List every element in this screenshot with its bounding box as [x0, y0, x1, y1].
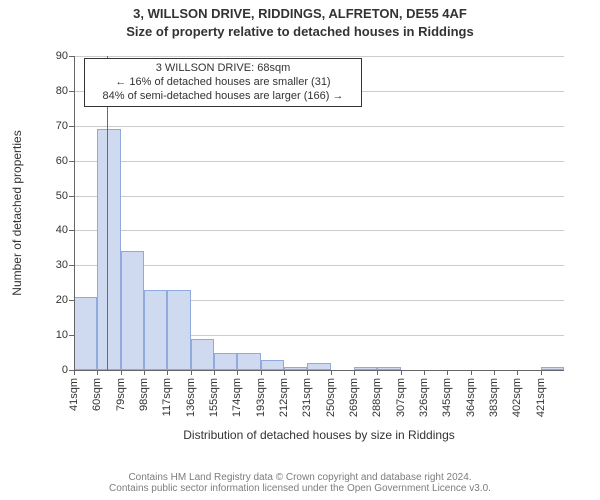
histogram-bar [261, 360, 284, 370]
x-tick-label: 307sqm [395, 378, 407, 417]
annotation-line-2: ← 16% of detached houses are smaller (31… [91, 76, 355, 90]
x-tick-label: 117sqm [161, 378, 173, 416]
x-axis-title: Distribution of detached houses by size … [74, 428, 564, 442]
histogram-bar [74, 297, 97, 370]
histogram-bar [307, 363, 330, 370]
grid-line [74, 161, 564, 162]
x-tick-label: 98sqm [138, 378, 150, 411]
x-tick-label: 288sqm [371, 378, 383, 417]
histogram-bar [167, 290, 190, 370]
title-line-2: Size of property relative to detached ho… [0, 24, 600, 39]
x-tick-label: 326sqm [418, 378, 430, 417]
histogram-bar [97, 129, 120, 370]
y-tick-label: 80 [40, 85, 68, 97]
histogram-bar [237, 353, 260, 370]
x-tick-label: 79sqm [115, 378, 127, 411]
x-tick-label: 155sqm [208, 378, 220, 417]
x-tick-label: 41sqm [68, 378, 80, 411]
x-axis-line [74, 370, 564, 371]
grid-line [74, 126, 564, 127]
x-tick-label: 345sqm [441, 378, 453, 417]
footer: Contains HM Land Registry data © Crown c… [0, 472, 600, 494]
footer-line-1: Contains HM Land Registry data © Crown c… [0, 472, 600, 483]
y-tick-label: 20 [40, 294, 68, 306]
y-tick-label: 10 [40, 329, 68, 341]
x-tick-label: 250sqm [325, 378, 337, 417]
y-tick-label: 50 [40, 190, 68, 202]
y-tick-label: 30 [40, 259, 68, 271]
x-tick-label: 60sqm [91, 378, 103, 411]
grid-line [74, 196, 564, 197]
histogram-bar [121, 251, 144, 370]
x-tick-label: 212sqm [278, 378, 290, 417]
histogram-bar [214, 353, 237, 370]
histogram-bar [144, 290, 167, 370]
x-tick-label: 421sqm [535, 378, 547, 417]
y-tick-label: 0 [40, 364, 68, 376]
x-tick-label: 402sqm [511, 378, 523, 417]
x-tick-label: 193sqm [255, 378, 267, 417]
y-tick-label: 40 [40, 224, 68, 236]
annotation-box: 3 WILLSON DRIVE: 68sqm← 16% of detached … [84, 58, 362, 107]
x-tick-label: 136sqm [185, 378, 197, 417]
y-tick-label: 70 [40, 120, 68, 132]
x-tick-label: 231sqm [301, 378, 313, 417]
y-tick-label: 90 [40, 50, 68, 62]
annotation-line-3: 84% of semi-detached houses are larger (… [91, 90, 355, 104]
histogram-bar [191, 339, 214, 370]
footer-line-2: Contains public sector information licen… [0, 483, 600, 494]
chart-container: 3, WILLSON DRIVE, RIDDINGS, ALFRETON, DE… [0, 0, 600, 500]
x-tick-label: 364sqm [465, 378, 477, 417]
x-tick-label: 269sqm [348, 378, 360, 417]
y-axis-line [74, 56, 75, 370]
y-tick-label: 60 [40, 155, 68, 167]
annotation-line-1: 3 WILLSON DRIVE: 68sqm [91, 62, 355, 76]
x-tick-label: 174sqm [231, 378, 243, 417]
y-axis-title: Number of detached properties [10, 130, 24, 295]
grid-line [74, 265, 564, 266]
grid-line [74, 230, 564, 231]
x-tick-label: 383sqm [488, 378, 500, 417]
title-line-1: 3, WILLSON DRIVE, RIDDINGS, ALFRETON, DE… [0, 6, 600, 21]
grid-line [74, 56, 564, 57]
